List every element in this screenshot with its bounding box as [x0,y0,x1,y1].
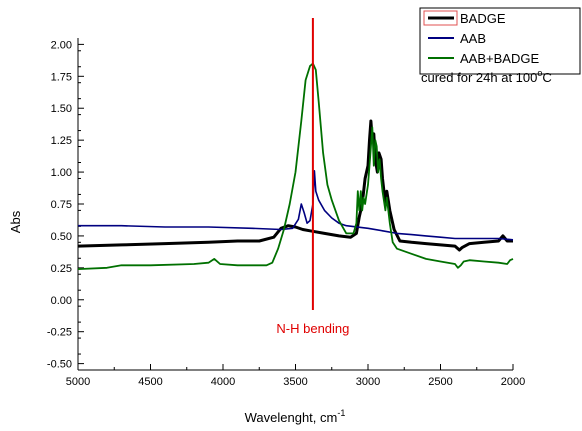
y-tick-label: 0.25 [51,263,72,275]
series-aab [78,170,514,241]
legend-note: cured for 24h at 100oC [421,68,552,85]
y-tick-label: -0.50 [47,359,72,371]
x-tick-label: 2000 [501,376,525,388]
x-tick-label: 3500 [283,376,307,388]
x-tick-label: 4000 [211,376,235,388]
y-tick-label: 1.50 [51,103,72,115]
legend-label-aab: AAB [460,31,486,46]
legend-note-sup: o [537,68,542,78]
legend-label-aab-badge: AAB+BADGE [460,51,539,66]
series-aab-badge [77,62,514,270]
y-tick-label: 0.75 [51,199,72,211]
y-tick-label: 1.00 [51,167,72,179]
x-tick-label: 5000 [66,376,90,388]
series-badge [77,119,513,252]
series-layer [77,62,514,270]
y-tick-label: 0.50 [51,231,72,243]
x-axis-label: Wavelenght, cm-1 [245,408,346,425]
legend-note-end: C [542,70,551,85]
y-axis-label: Abs [8,210,23,233]
legend: BADGE AAB AAB+BADGE cured for 24h at 100… [419,7,581,85]
legend-label-badge: BADGE [460,11,506,26]
x-tick-label: 4500 [138,376,162,388]
y-tick-label: 1.25 [51,135,72,147]
nh-bending-label: N-H bending [276,321,349,336]
y-tick-label: 1.75 [51,71,72,83]
legend-note-main: cured for 24h at 100 [421,70,537,85]
y-tick-label: 0.00 [51,295,72,307]
x-tick-label: 2500 [428,376,452,388]
y-tick-label: 2.00 [51,39,72,51]
x-axis-label-sup: -1 [337,408,345,418]
x-axis-label-text: Wavelenght, cm [245,410,338,425]
legend-highlight [423,10,458,26]
y-tick-label: -0.25 [47,327,72,339]
axis-ticks: 5000 4500 4000 3500 3000 2500 2000 -0.50 -0.25 0.… [47,39,525,388]
x-tick-label: 3000 [356,376,380,388]
